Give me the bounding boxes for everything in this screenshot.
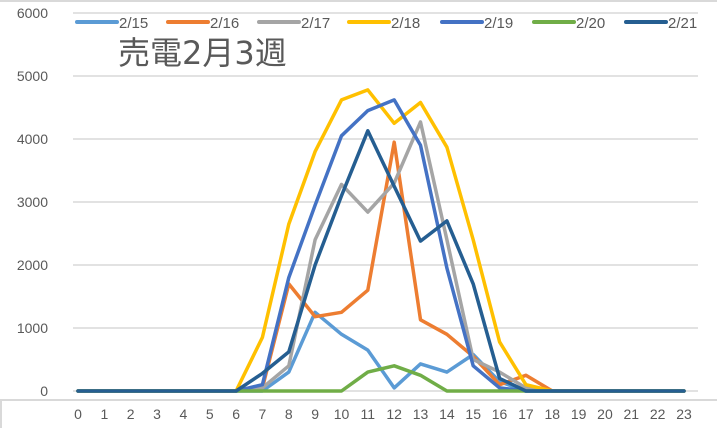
x-axis-ticks: 0 1 2 3 4 5 6 7 8 9 10 11 12 13 14 15 16 17 18 19 20 21 22 23 [74,406,692,422]
x-tick-label: 1 [100,406,108,422]
series-lines [76,88,686,393]
series-line-2-15 [76,310,686,393]
y-tick-label: 3000 [17,194,48,210]
x-tick-label: 13 [413,406,429,422]
chart-title: 売電2月3週 [118,34,287,72]
x-tick-label: 20 [597,406,613,422]
legend-item-2-17: 2/17 [257,15,330,32]
legend-item-2-16: 2/16 [166,15,239,32]
x-tick-label: 22 [650,406,666,422]
x-tick-label: 23 [676,406,692,422]
legend-item-2-15: 2/15 [75,15,148,32]
x-tick-label: 16 [492,406,508,422]
y-tick-label: 4000 [17,131,48,147]
legend-item-2-20: 2/20 [532,15,605,32]
x-tick-label: 10 [334,406,350,422]
legend: 2/15 2/16 2/17 2/18 2/19 2/20 2/21 [75,15,697,32]
legend-label: 2/18 [391,15,420,32]
legend-item-2-19: 2/19 [440,15,513,32]
x-tick-label: 4 [179,406,187,422]
x-tick-label: 9 [311,406,319,422]
x-tick-label: 5 [206,406,214,422]
legend-item-2-18: 2/18 [347,15,420,32]
series-line-2-19 [76,98,686,393]
x-tick-label: 18 [544,406,560,422]
x-tick-label: 14 [439,406,455,422]
y-tick-label: 6000 [17,5,48,21]
series-line-2-16 [76,140,686,393]
legend-label: 2/16 [210,15,239,32]
x-tick-label: 17 [518,406,534,422]
series-line-2-21 [76,129,686,393]
x-tick-label: 0 [74,406,82,422]
series-line-2-20 [76,364,686,393]
series-line-2-18 [76,88,686,393]
x-tick-label: 7 [259,406,267,422]
legend-label: 2/20 [576,15,605,32]
x-tick-label: 6 [232,406,240,422]
x-tick-label: 2 [127,406,135,422]
legend-label: 2/19 [484,15,513,32]
y-tick-label: 2000 [17,257,48,273]
y-tick-label: 0 [40,383,48,399]
x-tick-label: 8 [285,406,293,422]
legend-label: 2/21 [668,15,697,32]
y-tick-label: 1000 [17,320,48,336]
legend-item-2-21: 2/21 [624,15,697,32]
y-axis-ticks: 0 1000 2000 3000 4000 5000 6000 [17,5,48,399]
y-tick-label: 5000 [17,68,48,84]
x-tick-label: 3 [153,406,161,422]
x-tick-label: 12 [386,406,402,422]
x-tick-label: 19 [571,406,587,422]
x-tick-label: 21 [624,406,640,422]
legend-label: 2/15 [119,15,148,32]
legend-label: 2/17 [301,15,330,32]
x-tick-label: 11 [361,406,376,422]
x-tick-label: 15 [465,406,481,422]
